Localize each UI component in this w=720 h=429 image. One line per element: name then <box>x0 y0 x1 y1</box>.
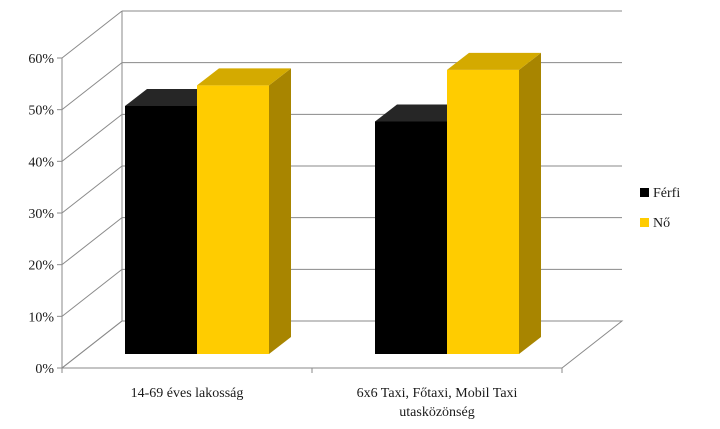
gridline-side-30 <box>61 165 123 214</box>
bar-top <box>197 68 291 86</box>
gridline-side-50 <box>61 62 123 111</box>
bars <box>125 52 541 354</box>
gridline-side-20 <box>61 217 123 266</box>
bar-front <box>125 106 197 354</box>
bar-front <box>375 121 447 354</box>
legend-swatch-1 <box>640 188 649 197</box>
y-tick-label: 50% <box>28 104 54 119</box>
bar-top <box>375 104 469 122</box>
bar-n--1 <box>197 68 291 354</box>
legend-label: Férfi <box>653 186 680 201</box>
y-axis-ticks: 0% 10% 20% 30% 40% 50% 60% <box>28 52 62 377</box>
y-tick-label: 20% <box>28 259 54 274</box>
gridline-side-0 <box>61 320 123 369</box>
x-axis-ticks: 14-69 éves lakosság 6x6 Taxi, Főtaxi, Mob… <box>61 368 563 420</box>
bar-side <box>519 52 541 354</box>
legend: Férfi Nő <box>640 186 680 231</box>
gridline-side-60 <box>61 10 123 59</box>
bar-n--2 <box>447 52 541 354</box>
y-tick-label: 60% <box>28 52 54 67</box>
bar-front <box>447 69 519 354</box>
gridline-side-10 <box>61 268 123 317</box>
category-label: 6x6 Taxi, Főtaxi, Mobil Taxi <box>357 386 518 401</box>
category-label: utasközönség <box>399 405 474 420</box>
y-tick-label: 40% <box>28 155 54 170</box>
legend-swatch-2 <box>640 218 649 227</box>
bar-side <box>269 68 291 354</box>
y-tick-label: 10% <box>28 310 54 325</box>
category-label: 14-69 éves lakosság <box>131 386 244 401</box>
bar-top <box>447 52 541 70</box>
y-tick-label: 30% <box>28 207 54 222</box>
bar-front <box>197 85 269 354</box>
y-tick-label: 0% <box>35 362 54 377</box>
bar-top <box>125 89 219 106</box>
gridline-side-40 <box>61 113 123 162</box>
legend-label: Nő <box>653 216 670 231</box>
